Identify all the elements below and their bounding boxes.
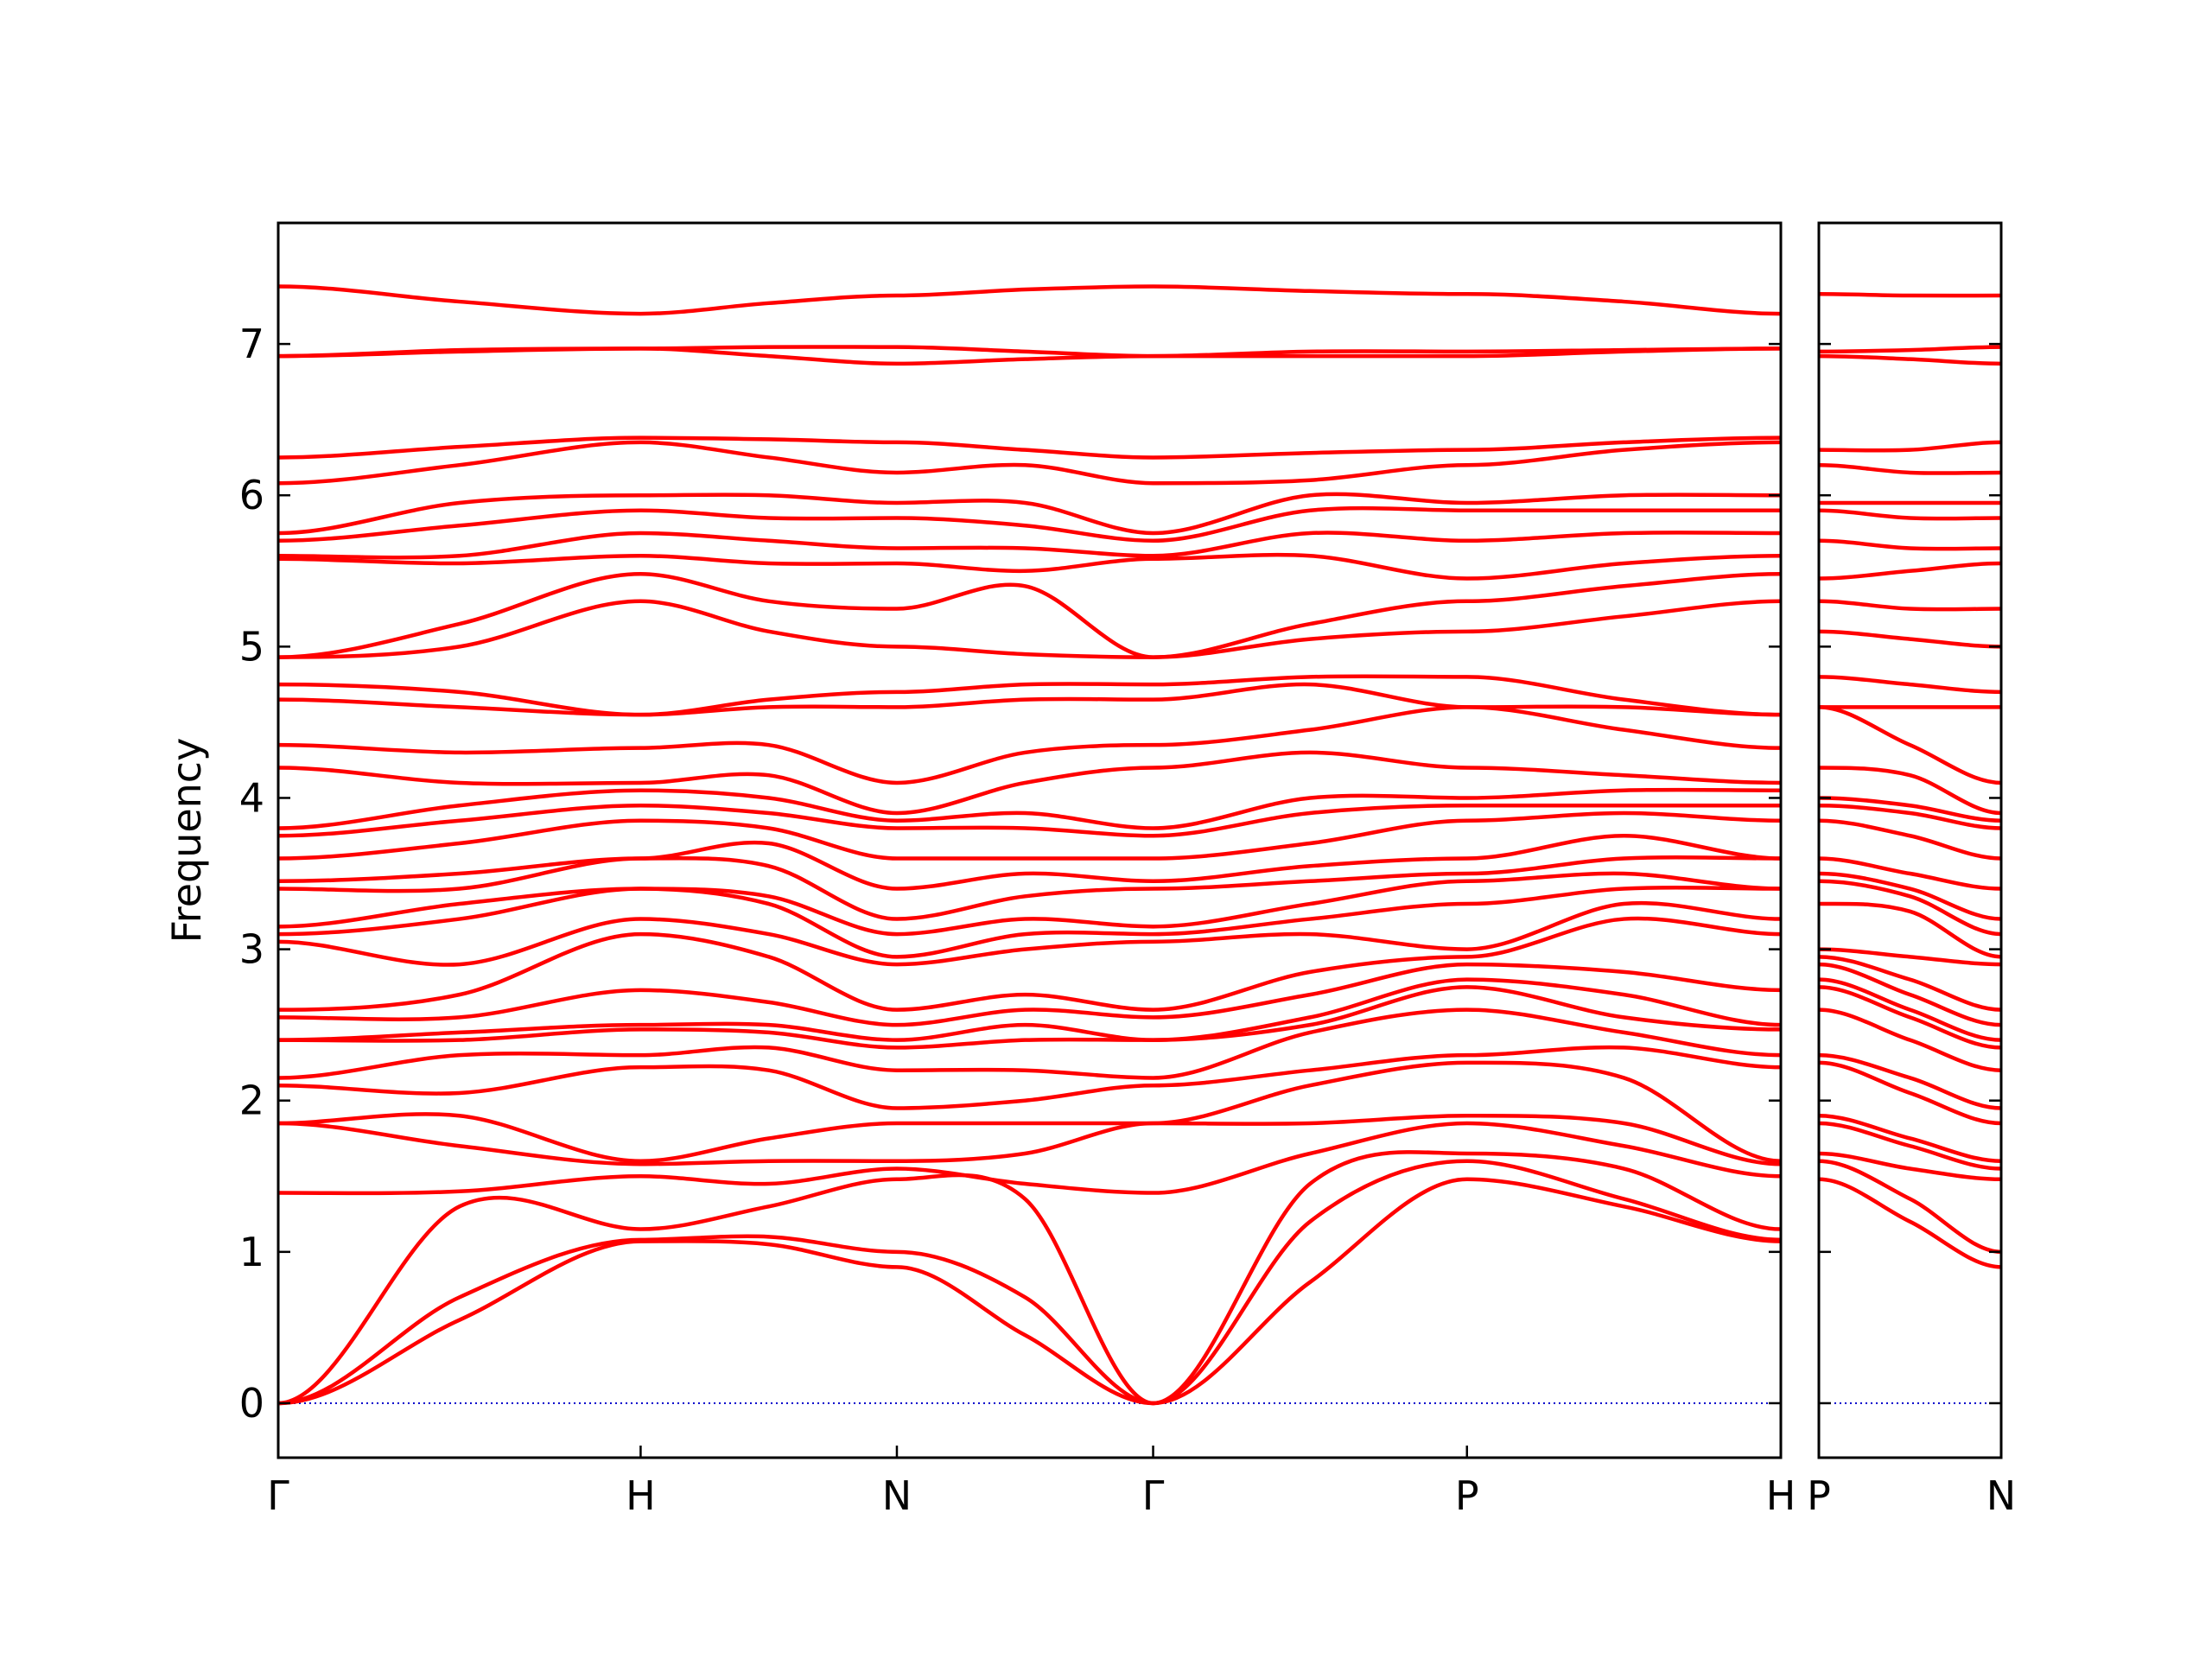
band-line: [277, 787, 1782, 830]
band-line: [1818, 538, 2002, 551]
band-line: [1818, 1007, 2002, 1072]
band-line: [1818, 508, 2002, 521]
band-line: [1818, 345, 2002, 354]
band-line: [277, 834, 1782, 891]
plot-frame: [276, 221, 1783, 1459]
y-tick-label: 0: [239, 1380, 264, 1427]
band-line: [277, 435, 1782, 460]
band-line: [1818, 629, 2002, 649]
band-line: [1818, 947, 2002, 967]
band-line: [277, 962, 1782, 1027]
band-line: [1818, 1060, 2002, 1126]
band-line: [1818, 796, 2002, 823]
x-tick-label: P: [1455, 1472, 1479, 1519]
band-line: [1818, 1159, 2002, 1255]
band-line: [277, 284, 1782, 316]
y-tick-label: 7: [239, 321, 264, 367]
x-tick-label: Γ: [1142, 1472, 1165, 1519]
band-line: [1818, 871, 2002, 921]
y-tick-label: 5: [239, 623, 264, 670]
band-line: [1818, 353, 2002, 366]
band-line: [1818, 292, 2002, 298]
band-line: [277, 985, 1782, 1050]
band-line: [1818, 901, 2002, 959]
band-line: [277, 916, 1782, 1012]
band-line: [1818, 561, 2002, 581]
y-tick-label: 4: [239, 774, 264, 821]
band-line: [1818, 962, 2002, 1027]
band-line: [277, 1045, 1782, 1110]
y-tick-label: 2: [239, 1077, 264, 1124]
band-line: [277, 505, 1781, 543]
y-tick-label: 6: [239, 472, 264, 518]
band-line: [277, 705, 1782, 785]
band-line: [1818, 599, 2002, 612]
band-line: [1818, 985, 2002, 1050]
band-line: [1818, 977, 2002, 1042]
band-line: [277, 531, 1782, 560]
band-line: [1818, 1121, 2002, 1171]
band-line: [277, 871, 1782, 937]
x-tick-label: N: [1986, 1472, 2016, 1519]
band-line: [1818, 440, 2002, 453]
band-line: [277, 572, 1782, 659]
plot-frame: [1817, 221, 2003, 1459]
band-line: [277, 1113, 1782, 1166]
band-line: [277, 885, 1782, 959]
band-line: [277, 552, 1782, 581]
band-line: [1818, 1151, 2002, 1182]
band-line: [277, 1159, 1782, 1406]
band-line: [277, 1007, 1782, 1080]
band-line: [277, 750, 1782, 816]
band-line: [1818, 856, 2002, 891]
band-line: [277, 345, 1782, 359]
band-line: [277, 803, 1781, 838]
band-line: [277, 1121, 1782, 1196]
band-line: [277, 977, 1782, 1042]
y-tick-label: 1: [239, 1229, 264, 1275]
y-tick-label: 3: [239, 926, 264, 973]
band-line: [277, 1060, 1782, 1164]
band-line: [1818, 1177, 2002, 1269]
band-line: [277, 810, 1782, 861]
band-line: [1818, 1113, 2002, 1164]
band-line: [277, 1177, 1782, 1406]
band-line: [277, 1150, 1782, 1406]
y-axis-label: Frequency: [163, 738, 210, 944]
band-line: [1818, 818, 2002, 861]
band-line: [1818, 803, 2002, 830]
band-line: [1818, 766, 2002, 816]
band-line: [1818, 879, 2002, 937]
band-line: [1818, 1052, 2002, 1110]
band-line: [277, 599, 1782, 659]
band-line: [277, 492, 1782, 536]
band-line: [1818, 462, 2002, 475]
band-line: [277, 900, 1782, 967]
band-line: [277, 855, 1782, 921]
x-tick-label: P: [1807, 1472, 1831, 1519]
band-line: [277, 440, 1782, 486]
band-line: [277, 674, 1782, 717]
band-line: [1818, 955, 2002, 1012]
band-line: [1818, 675, 2002, 695]
band-line: [1818, 705, 2002, 785]
x-tick-label: H: [626, 1472, 656, 1519]
band-line: [277, 682, 1782, 717]
x-tick-label: N: [882, 1472, 912, 1519]
x-tick-label: Γ: [267, 1472, 289, 1519]
x-tick-label: H: [1766, 1472, 1796, 1519]
